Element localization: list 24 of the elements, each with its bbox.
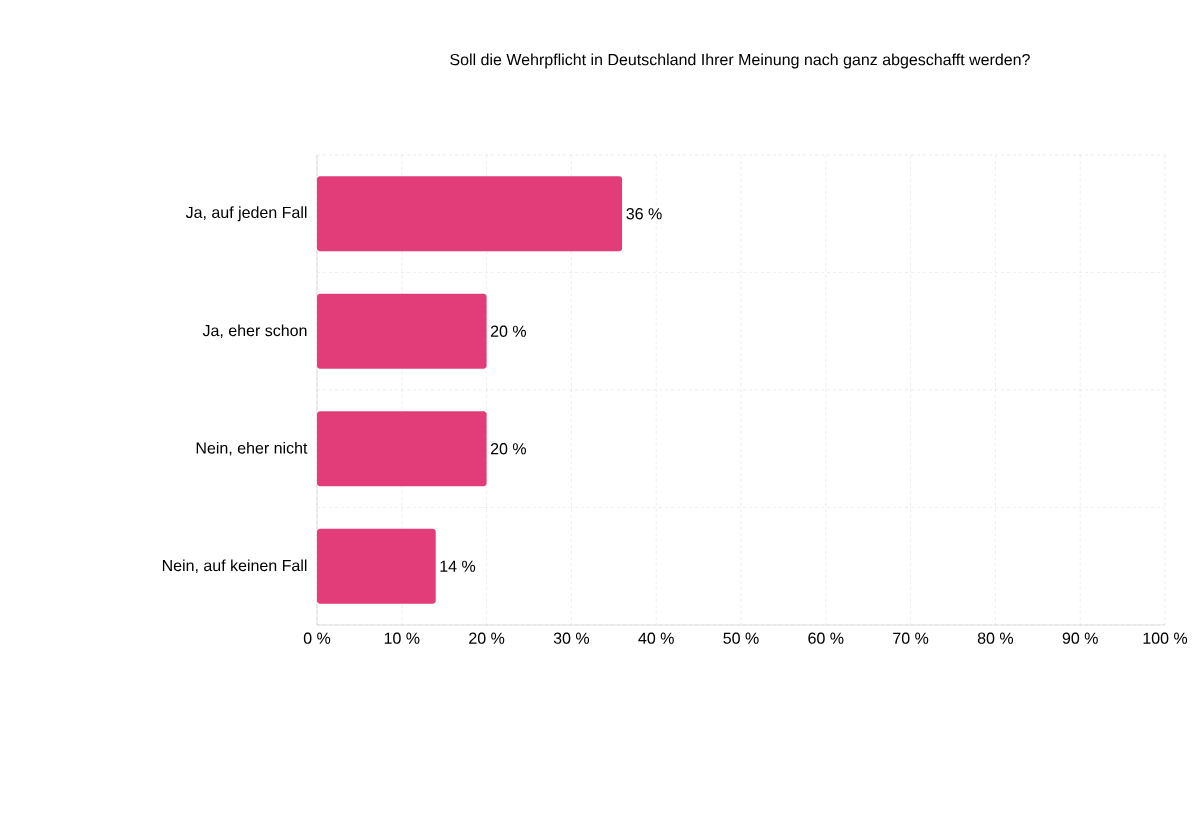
data-label: 14 %: [440, 560, 476, 572]
bar: [317, 176, 623, 252]
x-tick-label: 0 %: [303, 632, 331, 644]
y-tick-label: Ja, auf jeden Fall: [185, 206, 307, 222]
x-tick-label: 60 %: [808, 632, 844, 644]
x-tick-label: 10 %: [384, 632, 420, 644]
x-tick-label: 100 %: [1143, 632, 1188, 644]
y-tick-label: Nein, auf keinen Fall: [162, 559, 307, 574]
chart-title: Soll die Wehrpflicht in Deutschland Ihrer Meinung nach ganz abgeschafft werden?: [450, 53, 1030, 69]
data-label: 20 %: [490, 325, 527, 337]
x-tick-label: 50 %: [723, 632, 759, 644]
bar: [317, 528, 436, 604]
x-tick-label: 30 %: [553, 632, 590, 644]
x-tick-label: 40 %: [638, 632, 674, 644]
x-tick-label: 20 %: [469, 632, 505, 644]
bar: [317, 293, 487, 369]
data-label: 20 %: [490, 443, 527, 455]
y-tick-label: Nein, eher nicht: [196, 441, 308, 456]
y-tick-label: Ja, eher schon: [202, 324, 307, 339]
x-tick-label: 90 %: [1062, 632, 1098, 644]
bar: [317, 411, 487, 487]
x-tick-label: 70 %: [893, 632, 929, 644]
x-tick-label: 80 %: [977, 632, 1014, 644]
data-label: 36 %: [626, 208, 662, 220]
